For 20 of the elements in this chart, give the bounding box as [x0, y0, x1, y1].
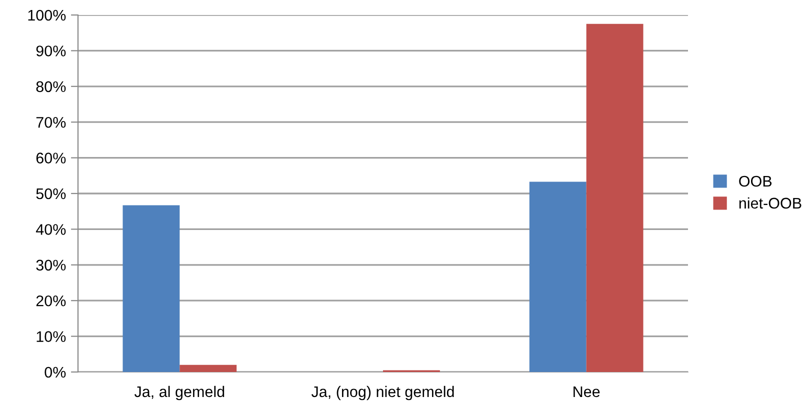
bar [180, 364, 237, 372]
x-tick-label: Ja, al gemeld [134, 386, 224, 400]
legend-label: OOB [739, 176, 772, 187]
y-tick-label: 90% [36, 46, 66, 56]
bar [529, 182, 586, 372]
x-tick-label: Nee [574, 386, 600, 398]
y-tick-label: 20% [36, 295, 66, 306]
bar [122, 205, 180, 372]
y-tick-label: 10% [36, 331, 66, 342]
legend-label: niet-OOB [739, 197, 802, 209]
y-tick-label: 0% [44, 366, 66, 378]
bar [586, 24, 644, 372]
y-tick-label: 80% [36, 81, 66, 92]
y-tick-label: 70% [36, 116, 66, 128]
y-tick-label: 50% [36, 188, 66, 200]
y-tick-label: 30% [36, 260, 66, 271]
y-tick-label: 40% [36, 224, 66, 235]
y-tick-label: 100% [28, 10, 66, 21]
x-tick-label: Ja, (nog) niet gemeld [311, 386, 454, 400]
y-tick-label: 60% [36, 152, 66, 164]
